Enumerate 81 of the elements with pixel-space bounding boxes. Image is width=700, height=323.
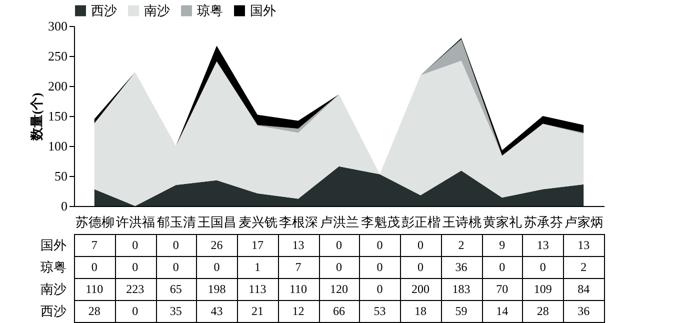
data-label: 43 xyxy=(210,304,223,318)
data-label: 36 xyxy=(578,304,590,318)
text: 琼粤 xyxy=(40,260,66,274)
y-tick-label: 200 xyxy=(48,78,68,94)
y-tick-label: 100 xyxy=(48,138,68,154)
text: 西沙 xyxy=(40,304,66,318)
y-axis-title: 数量(个) xyxy=(29,92,44,142)
data-label: 18 xyxy=(414,304,427,318)
data-label: 0 xyxy=(376,238,383,252)
data-label: 13 xyxy=(536,238,549,252)
data-label: 9 xyxy=(499,238,506,252)
data-label: 0 xyxy=(132,260,138,274)
y-tick-label: 150 xyxy=(48,108,68,124)
data-label: 0 xyxy=(540,260,546,274)
data-label: 223 xyxy=(126,282,144,296)
data-label: 109 xyxy=(534,282,552,296)
x-tick-label: 郁玉清 xyxy=(156,214,196,230)
data-label: 0 xyxy=(418,238,424,252)
data-label: 7 xyxy=(91,238,98,252)
data-label: 0 xyxy=(172,238,179,252)
legend-label: 琼粤 xyxy=(197,2,223,18)
x-tick-label: 王国昌 xyxy=(198,214,237,230)
data-label: 70 xyxy=(496,282,508,296)
y-tick-label: 0 xyxy=(61,198,68,214)
y-tick-label: 250 xyxy=(48,48,68,64)
legend-label: 西沙 xyxy=(91,2,117,18)
text: 南沙 xyxy=(40,282,66,296)
data-label: 26 xyxy=(210,238,223,252)
data-label: 53 xyxy=(374,304,386,318)
data-label: 0 xyxy=(376,282,383,296)
data-label: 2 xyxy=(580,260,587,274)
data-label: 0 xyxy=(172,260,179,274)
data-label: 0 xyxy=(91,260,98,274)
y-tick-label: 50 xyxy=(54,168,68,184)
data-label: 13 xyxy=(578,238,590,252)
data-label: 12 xyxy=(292,304,304,318)
x-tick-label: 王诗桃 xyxy=(442,214,482,230)
data-label: 1 xyxy=(254,260,260,274)
data-label: 0 xyxy=(418,260,424,274)
x-tick-label: 彭正楷 xyxy=(402,214,441,230)
legend-label: 国外 xyxy=(250,2,276,18)
data-label: 0 xyxy=(214,260,220,274)
data-label: 59 xyxy=(455,304,468,318)
data-label: 84 xyxy=(578,282,590,296)
data-label: 28 xyxy=(536,304,549,318)
data-label: 0 xyxy=(499,260,506,274)
data-label: 0 xyxy=(132,304,138,318)
data-label: 28 xyxy=(88,304,100,318)
data-label: 113 xyxy=(248,282,266,296)
data-label: 35 xyxy=(170,304,182,318)
legend-label: 南沙 xyxy=(144,2,170,18)
x-tick-label: 苏德柳 xyxy=(75,214,114,230)
data-label: 0 xyxy=(336,260,342,274)
data-label: 66 xyxy=(333,304,345,318)
x-tick-label: 苏承芬 xyxy=(524,214,563,230)
data-label: 198 xyxy=(208,282,226,296)
data-label: 7 xyxy=(295,260,302,274)
data-label: 2 xyxy=(458,238,464,252)
text: 国外 xyxy=(40,238,66,252)
data-label: 13 xyxy=(292,238,304,252)
data-label: 200 xyxy=(412,282,430,296)
data-label: 110 xyxy=(86,282,104,296)
x-tick-label: 卢洪兰 xyxy=(320,214,359,230)
data-label: 14 xyxy=(496,304,508,318)
x-tick-label: 许洪福 xyxy=(116,214,156,230)
data-label: 36 xyxy=(455,260,468,274)
data-label: 0 xyxy=(376,260,383,274)
data-label: 21 xyxy=(251,304,264,318)
data-label: 65 xyxy=(170,282,182,296)
data-label: 0 xyxy=(132,238,138,252)
x-tick-label: 卢家炳 xyxy=(564,214,604,230)
data-label: 110 xyxy=(289,282,308,296)
data-label: 0 xyxy=(336,238,342,252)
x-tick-label: 李魁茂 xyxy=(360,214,400,230)
x-tick-label: 李根深 xyxy=(279,214,318,230)
data-label: 183 xyxy=(452,282,470,296)
data-label: 120 xyxy=(330,282,348,296)
data-label: 17 xyxy=(251,238,264,252)
y-tick-label: 300 xyxy=(48,18,68,34)
x-tick-label: 黄家礼 xyxy=(483,214,522,230)
x-tick-label: 麦兴铣 xyxy=(238,214,278,230)
